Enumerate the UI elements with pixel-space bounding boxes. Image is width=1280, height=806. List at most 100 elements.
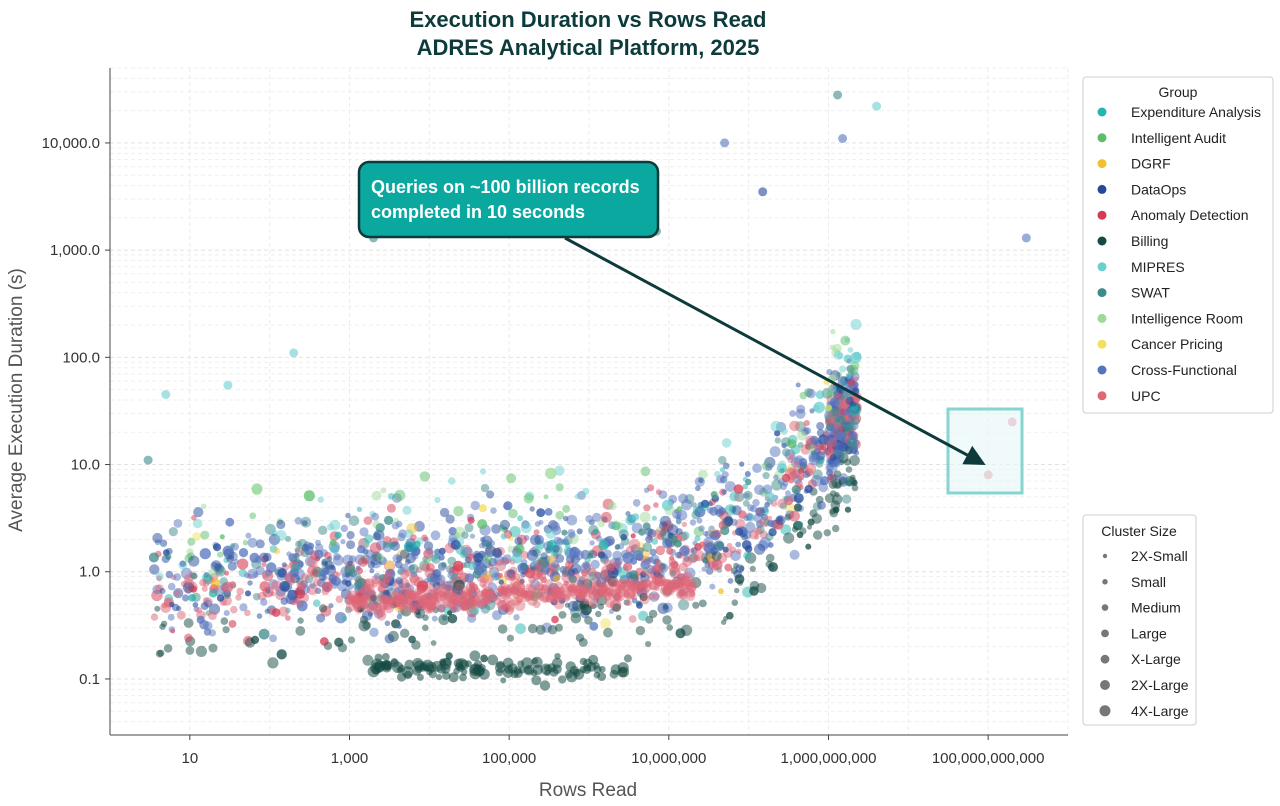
data-point [320, 637, 329, 646]
data-point [547, 624, 558, 635]
data-point [429, 573, 439, 583]
data-point [813, 401, 825, 414]
data-point [660, 583, 670, 593]
data-point [427, 601, 436, 611]
data-point [384, 600, 392, 608]
data-point [208, 588, 218, 598]
data-point [743, 490, 753, 501]
data-point [469, 581, 475, 588]
data-point [797, 473, 805, 481]
data-point [628, 539, 641, 551]
data-point [826, 390, 834, 398]
data-point [768, 528, 777, 537]
y-axis-label: Average Execution Duration (s) [6, 268, 27, 532]
data-point [774, 430, 781, 437]
data-point [565, 661, 576, 672]
data-point [500, 589, 511, 600]
data-point [340, 539, 346, 545]
data-point [735, 527, 744, 536]
data-point [747, 504, 755, 512]
data-point [834, 491, 840, 498]
data-point [826, 469, 833, 476]
data-point [451, 593, 458, 600]
data-point [645, 641, 652, 648]
data-point [554, 465, 565, 476]
data-point [642, 542, 653, 552]
data-point [220, 617, 229, 625]
data-point [513, 614, 520, 621]
data-point [511, 589, 521, 599]
data-point [715, 541, 724, 550]
data-point [450, 539, 461, 550]
data-point [707, 501, 713, 507]
data-point [423, 595, 430, 603]
data-point [351, 597, 362, 609]
data-point [694, 506, 706, 518]
annotation-text-line-1: Queries on ~100 billion records [371, 177, 640, 197]
data-point [519, 589, 529, 599]
outlier-point [143, 455, 153, 465]
data-point [664, 584, 675, 596]
data-point [612, 603, 621, 613]
data-point [424, 597, 436, 608]
data-point [694, 535, 701, 542]
data-point [719, 467, 726, 473]
data-point [557, 588, 564, 594]
data-point [558, 675, 567, 684]
data-point [436, 603, 446, 613]
data-point [585, 515, 594, 523]
data-point [348, 515, 360, 527]
data-point [481, 583, 488, 590]
data-point [458, 597, 469, 608]
data-point [515, 595, 523, 604]
y-tick-label: 100.0 [62, 349, 100, 366]
data-point [785, 490, 791, 497]
data-point [722, 546, 729, 553]
size-legend-marker [1100, 680, 1110, 690]
data-point [608, 608, 615, 615]
data-point [767, 515, 773, 521]
data-point [524, 666, 533, 675]
data-point [721, 619, 727, 625]
data-point [520, 522, 532, 534]
data-point [615, 544, 621, 550]
data-point [344, 564, 356, 576]
data-point [768, 562, 778, 572]
data-point [382, 541, 390, 548]
data-point [550, 598, 558, 606]
y-tick-label: 1.0 [79, 564, 100, 581]
data-point [631, 586, 640, 595]
data-point [636, 601, 643, 609]
data-point [530, 568, 542, 580]
data-point [520, 563, 528, 570]
data-point [566, 514, 578, 526]
data-point [176, 610, 186, 620]
data-point [575, 592, 584, 601]
data-point [433, 592, 444, 602]
data-point [486, 490, 495, 499]
data-point [658, 490, 668, 499]
data-point [726, 542, 733, 549]
data-point [445, 591, 457, 603]
data-point [705, 567, 714, 575]
data-point [592, 528, 599, 535]
data-point [447, 610, 453, 616]
data-point [568, 575, 577, 584]
data-point [333, 552, 341, 561]
data-point [480, 599, 487, 606]
data-point [653, 564, 664, 574]
data-point [532, 600, 541, 609]
data-point [236, 587, 244, 596]
data-point [480, 588, 489, 597]
data-point [285, 593, 296, 605]
data-point [517, 515, 524, 522]
size-legend-label: X-Large [1131, 651, 1181, 667]
data-point [549, 521, 561, 532]
data-point [394, 560, 403, 569]
data-point [412, 592, 421, 601]
data-point [466, 597, 474, 604]
data-point [510, 586, 520, 596]
data-point [357, 599, 364, 606]
data-point [369, 594, 377, 602]
data-point [319, 604, 328, 613]
